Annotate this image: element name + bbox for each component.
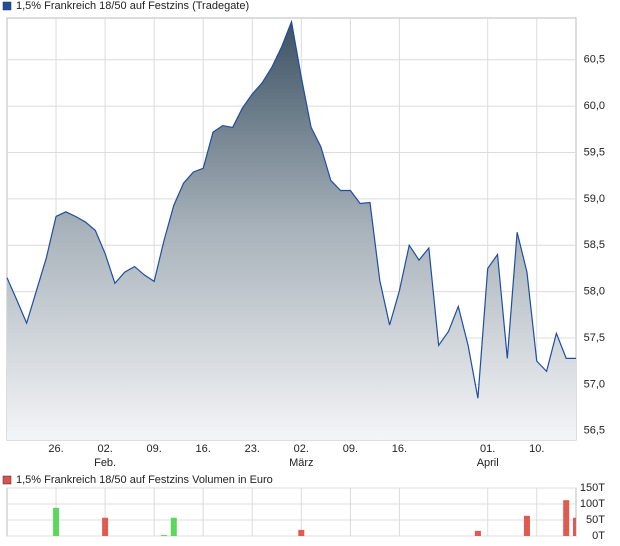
y-tick-label: 59,0 bbox=[584, 193, 605, 205]
y-tick-label: 60,0 bbox=[584, 100, 605, 112]
volume-bar bbox=[474, 530, 481, 536]
y-tick-label: 58,0 bbox=[584, 286, 605, 298]
volume-bar bbox=[170, 517, 177, 536]
x-tick-label: 16. bbox=[392, 443, 407, 455]
y-tick-label: 0T bbox=[592, 530, 605, 542]
y-tick-label: 57,5 bbox=[584, 332, 605, 344]
y-tick-label: 59,5 bbox=[584, 146, 605, 158]
legend-title: 1,5% Frankreich 18/50 auf Festzins (Trad… bbox=[16, 0, 249, 12]
y-tick-label: 150T bbox=[580, 482, 605, 494]
x-tick-label: 01. bbox=[480, 443, 495, 455]
volume-bar bbox=[160, 535, 167, 536]
x-tick-label: 26. bbox=[48, 443, 63, 455]
x-tick-label: 10. bbox=[529, 443, 544, 455]
plot-area bbox=[6, 487, 577, 537]
y-tick-label: 60,5 bbox=[584, 54, 605, 66]
volume-bar bbox=[563, 500, 570, 536]
y-tick-label: 58,5 bbox=[584, 239, 605, 251]
month-label: März bbox=[289, 457, 313, 469]
x-tick-label: 16. bbox=[196, 443, 211, 455]
legend-title: 1,5% Frankreich 18/50 auf Festzins Volum… bbox=[16, 474, 273, 486]
x-tick-label: 02. bbox=[294, 443, 309, 455]
volume-bar bbox=[523, 515, 530, 536]
month-label: April bbox=[477, 457, 499, 469]
y-tick-label: 57,0 bbox=[584, 378, 605, 390]
y-tick-label: 56,5 bbox=[584, 425, 605, 437]
volume-bar bbox=[298, 529, 305, 536]
price-line bbox=[6, 19, 576, 399]
month-label: Feb. bbox=[94, 457, 116, 469]
volume-bar bbox=[573, 517, 576, 536]
y-tick-label: 50T bbox=[586, 514, 605, 526]
legend-swatch bbox=[2, 475, 12, 485]
x-tick-label: 23. bbox=[245, 443, 260, 455]
legend-swatch bbox=[2, 1, 12, 11]
x-tick-label: 09. bbox=[147, 443, 162, 455]
x-tick-label: 02. bbox=[97, 443, 112, 455]
volume-bar bbox=[102, 517, 109, 536]
area-fill bbox=[7, 21, 576, 440]
y-tick-label: 100T bbox=[580, 498, 605, 510]
volume-bar bbox=[53, 507, 60, 536]
x-tick-label: 09. bbox=[343, 443, 358, 455]
